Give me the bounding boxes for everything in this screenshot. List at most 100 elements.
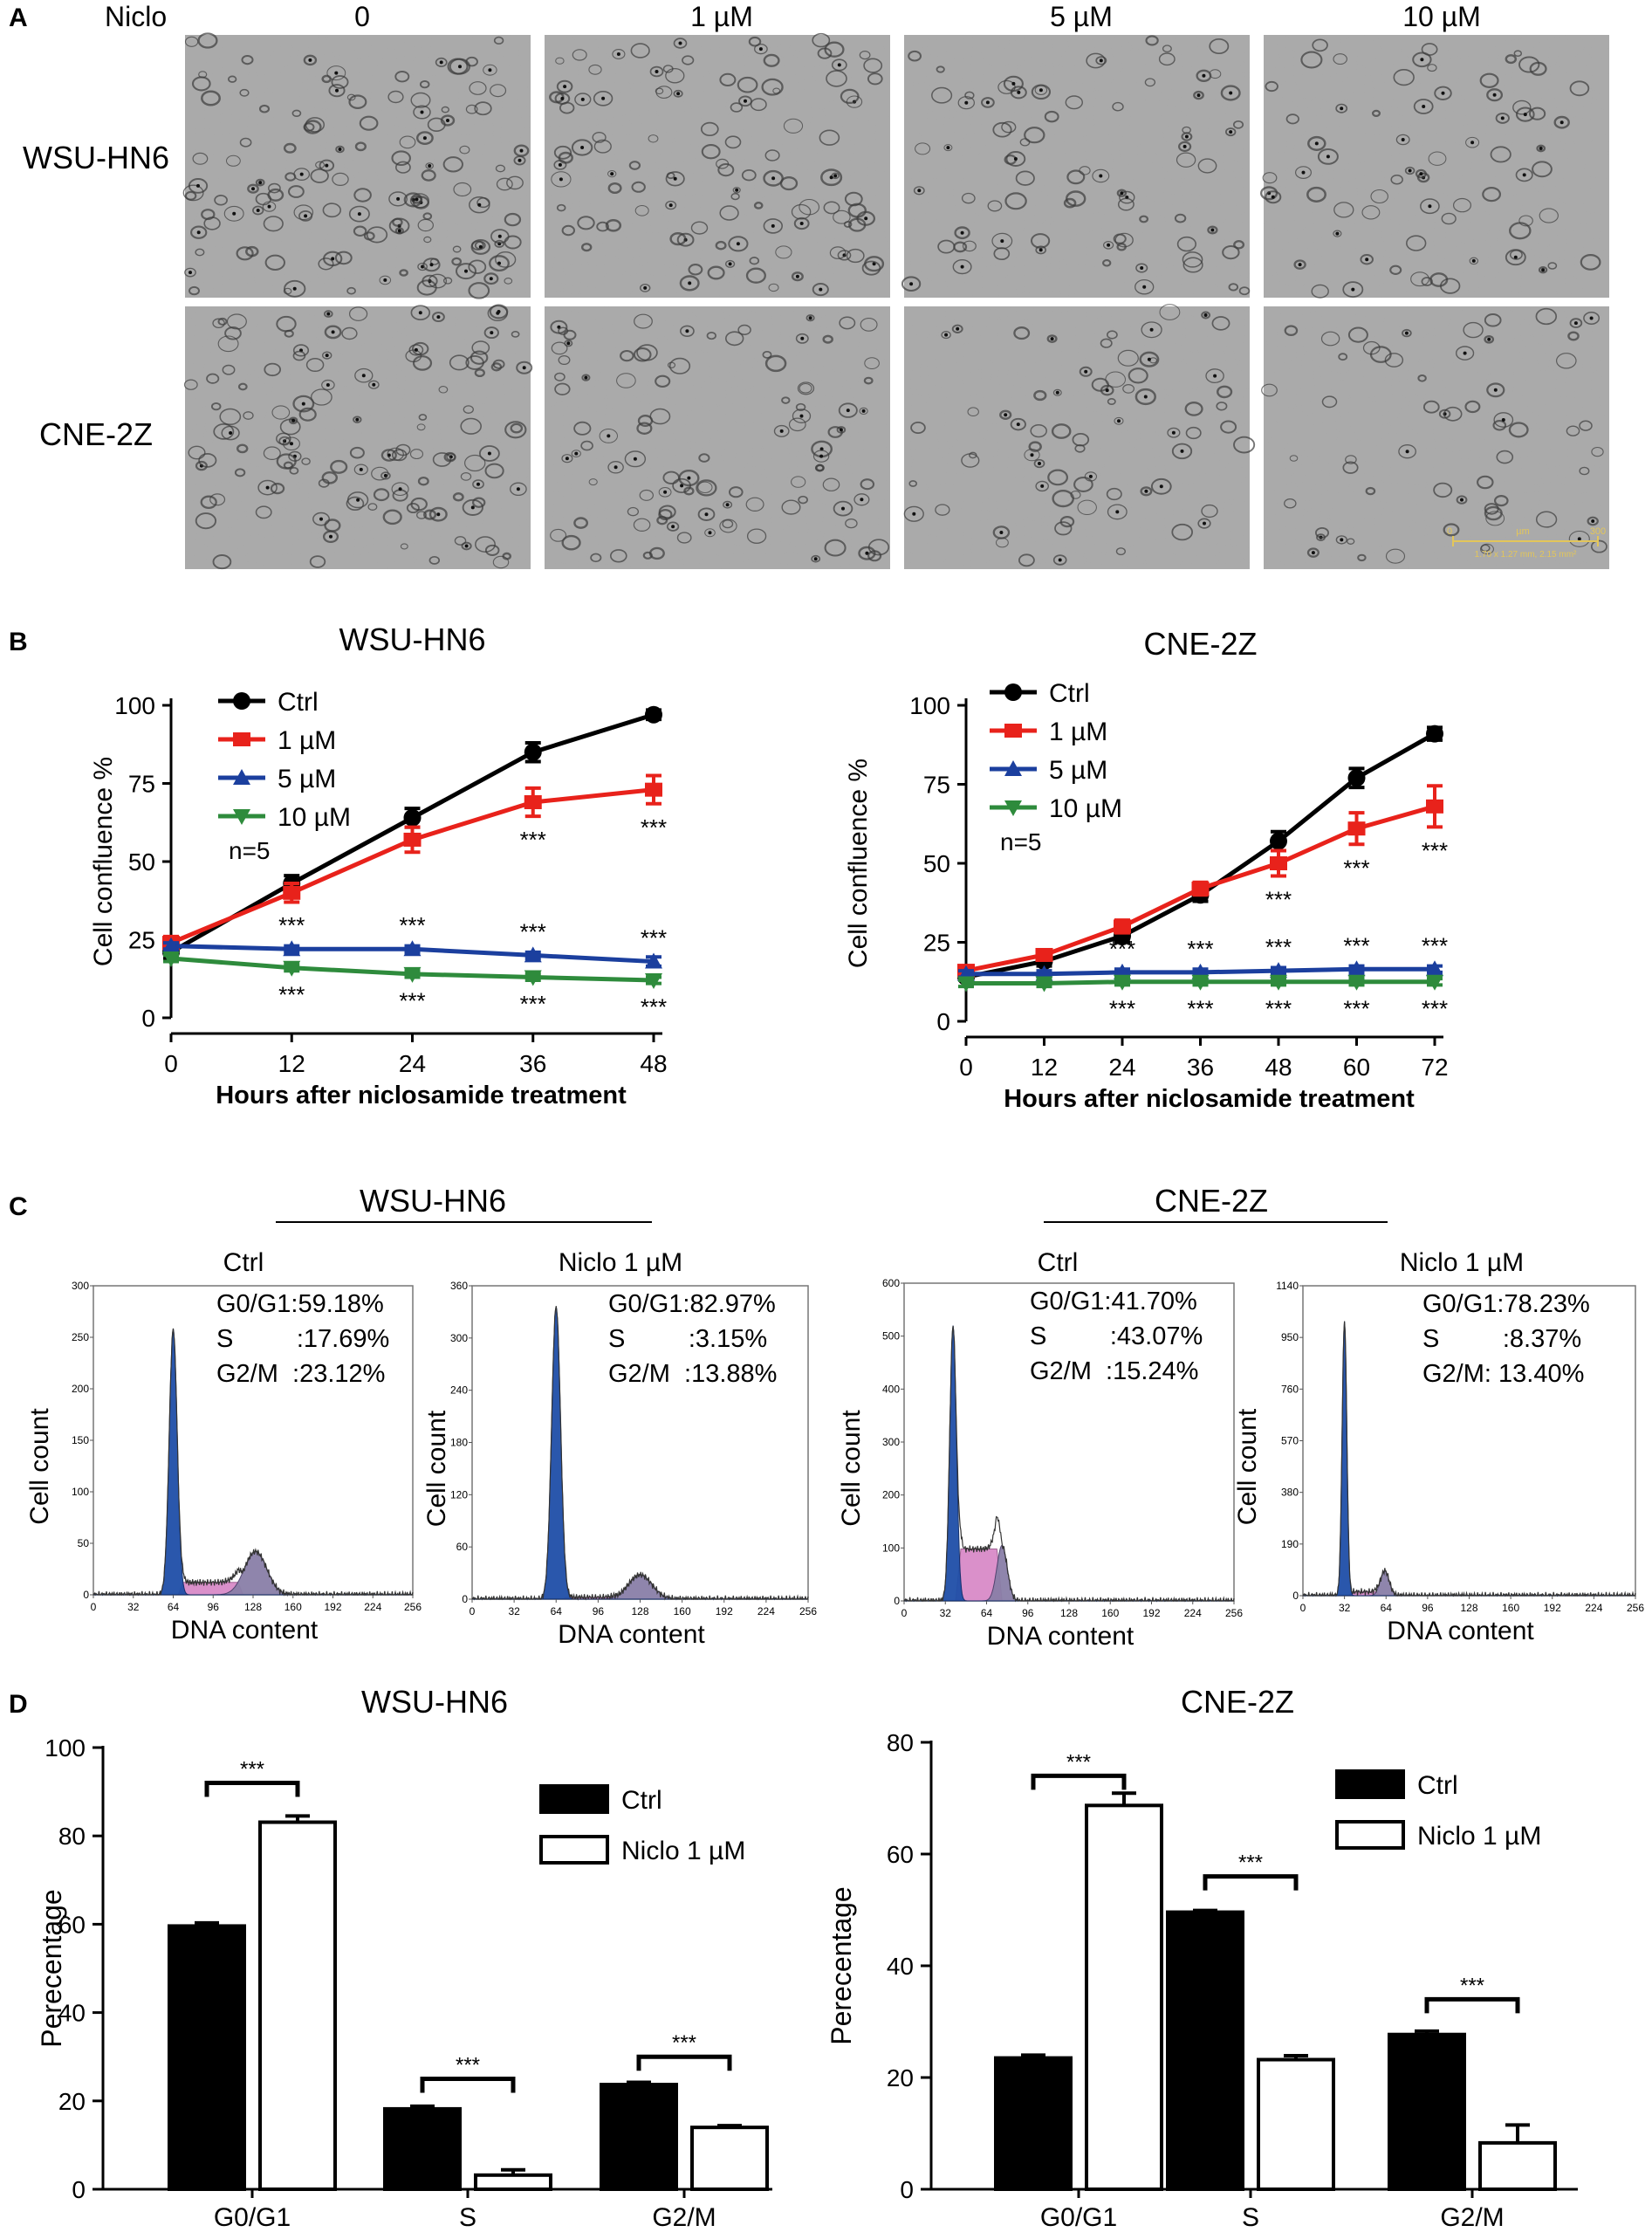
x-tick-label: 128 — [631, 1605, 648, 1617]
cell-nucleus — [1314, 141, 1319, 146]
histogram-c2: Niclo 1 µM 0 60 120 180 240 300 360 0 32 64 96 128 16… — [422, 1248, 817, 1649]
cell — [1443, 523, 1460, 537]
cell — [1307, 135, 1326, 151]
marker-triangle-down — [1004, 800, 1022, 816]
cell — [1553, 115, 1570, 129]
legend-label: Ctrl — [1417, 1771, 1458, 1800]
cell — [741, 168, 757, 182]
micrograph-r0-c1 — [545, 32, 890, 298]
cell — [490, 362, 503, 372]
cell — [189, 285, 200, 296]
cell-nucleus — [422, 136, 427, 141]
cell-nucleus — [1182, 144, 1187, 148]
cell — [1171, 523, 1193, 541]
cell — [573, 517, 588, 529]
cell — [332, 172, 349, 186]
cell — [1033, 389, 1047, 402]
cell — [665, 171, 685, 187]
cell-nucleus — [398, 487, 402, 491]
cell — [245, 245, 259, 258]
cell — [359, 115, 379, 131]
cell — [417, 262, 428, 271]
cell-nucleus — [1401, 138, 1405, 141]
cell-nucleus — [1038, 462, 1041, 465]
cell — [1433, 482, 1453, 498]
cell-nucleus — [580, 97, 585, 101]
cell — [1547, 262, 1558, 270]
cell-nucleus — [1460, 498, 1463, 502]
y-tick-label: 40 — [887, 1953, 914, 1980]
cell — [931, 86, 953, 104]
cell-nucleus — [436, 315, 441, 319]
cell — [1361, 205, 1381, 220]
cell — [746, 528, 767, 544]
legend-label: 1 µM — [1049, 718, 1107, 746]
cell — [763, 218, 783, 234]
cell-nucleus — [668, 203, 673, 208]
cell — [321, 74, 332, 84]
cell — [219, 408, 242, 426]
cell — [463, 405, 474, 414]
cell-nucleus — [256, 209, 260, 212]
cell-cycle-bars-panel: WSU-HN6 0 20 40 60 80 100 Perecentage G0/G1 *** S *… — [36, 1684, 1578, 2232]
cell-nucleus — [1419, 172, 1423, 176]
cell — [449, 58, 471, 75]
cell — [418, 414, 428, 421]
cell-nucleus — [1040, 484, 1045, 488]
cell — [183, 379, 198, 390]
cell — [829, 246, 847, 259]
marker-circle — [645, 705, 662, 724]
significance-label: *** — [399, 987, 425, 1013]
cell — [1486, 88, 1504, 102]
cell-nucleus — [258, 181, 263, 185]
cell — [1587, 516, 1599, 526]
cell — [723, 500, 733, 509]
cell — [1107, 330, 1118, 340]
histogram-label: Ctrl — [223, 1248, 264, 1277]
cell — [203, 216, 221, 230]
cell — [321, 379, 335, 391]
cell — [391, 150, 411, 167]
phase-percentage: G2/M: 13.40% — [1422, 1360, 1584, 1388]
cell-nucleus — [290, 442, 293, 446]
cell — [634, 205, 649, 216]
cell — [1284, 325, 1299, 336]
x-tick-label: 160 — [1101, 1607, 1119, 1619]
y-tick-label: 20 — [887, 2064, 914, 2091]
cell-cycle-group-headers: WSU-HN6 CNE-2Z — [276, 1183, 1388, 1223]
cell — [1128, 367, 1148, 384]
cell — [257, 479, 278, 496]
cell — [1100, 338, 1113, 348]
cell-nucleus — [558, 162, 562, 167]
cell — [1480, 543, 1494, 555]
cell-cluster — [183, 304, 533, 570]
cell — [210, 402, 222, 411]
cell-nucleus — [1340, 106, 1344, 111]
cell — [1233, 239, 1245, 250]
cell — [676, 232, 695, 247]
cell-nucleus — [477, 203, 482, 207]
cell — [556, 79, 573, 93]
cell — [432, 452, 452, 467]
cell — [469, 81, 487, 95]
cell — [408, 344, 424, 356]
cell — [1384, 353, 1404, 367]
cell — [1422, 400, 1440, 414]
cell-nucleus — [725, 503, 730, 507]
cell — [571, 450, 581, 457]
cell — [1224, 127, 1237, 137]
cell — [634, 313, 653, 329]
cell — [492, 359, 505, 369]
cell — [706, 332, 716, 340]
cell-nucleus — [418, 311, 422, 315]
cell — [864, 357, 880, 370]
cell — [428, 555, 441, 565]
chart-title: CNE-2Z — [1181, 1684, 1294, 1720]
cell-nucleus — [476, 482, 480, 486]
cell-nucleus — [946, 146, 950, 150]
y-tick-label: 180 — [450, 1437, 468, 1449]
cell-nucleus — [251, 187, 255, 191]
cell — [844, 191, 863, 207]
cell — [371, 466, 389, 481]
